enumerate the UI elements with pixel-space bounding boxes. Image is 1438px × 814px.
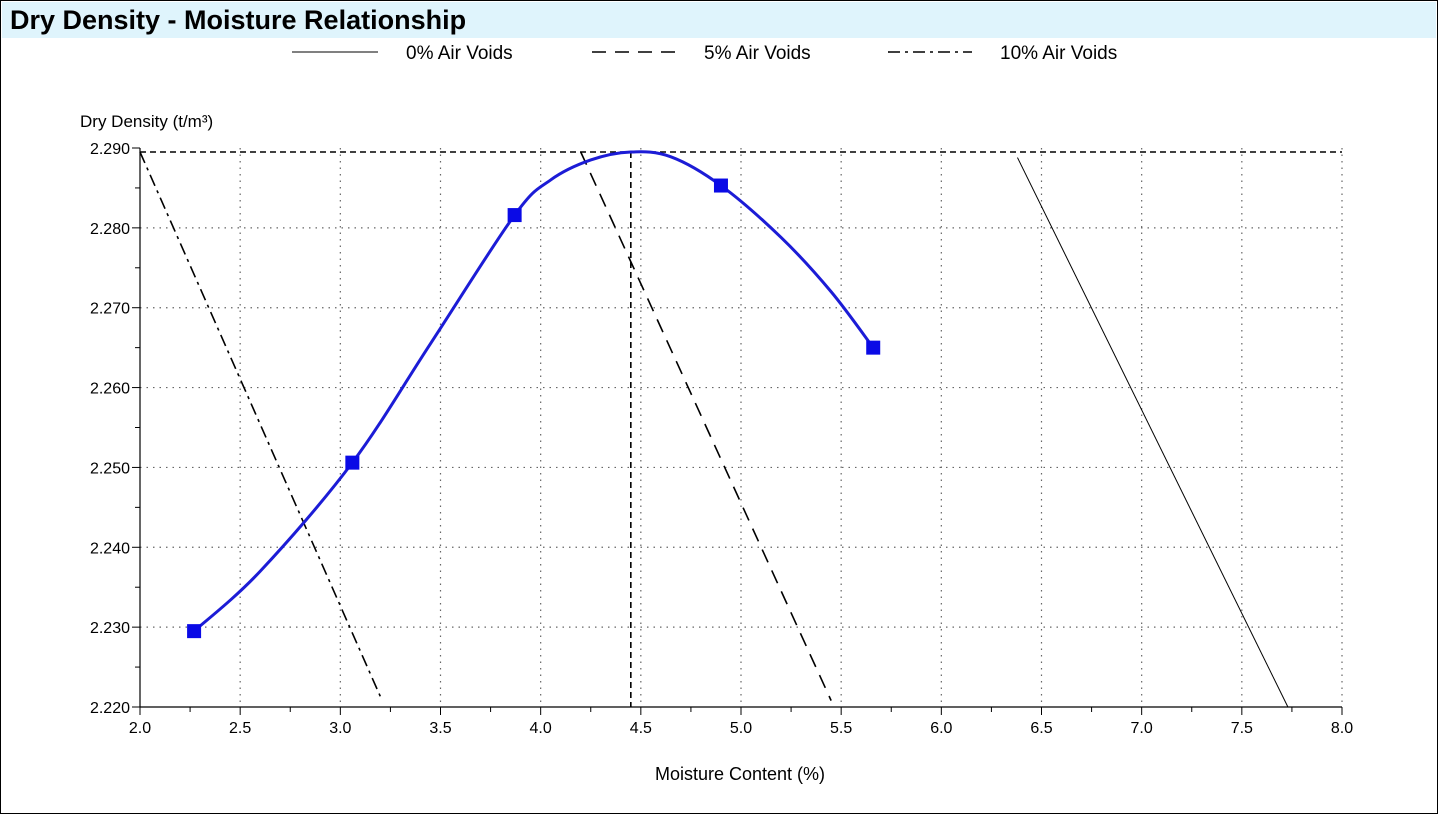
grid-layer (140, 148, 1343, 707)
x-tick-label: 2.5 (229, 720, 251, 737)
x-tick-label: 8.0 (1331, 720, 1353, 737)
x-tick-label: 6.0 (930, 720, 952, 737)
y-tick-label: 2.240 (90, 540, 130, 557)
y-axis-label: Dry Density (t/m³) (80, 112, 213, 131)
test-point (713, 178, 728, 193)
x-tick-label: 7.0 (1131, 720, 1153, 737)
x-tick-label: 4.5 (630, 720, 652, 737)
chart-title: Dry Density - Moisture Relationship (10, 5, 467, 35)
x-tick-label: 5.5 (830, 720, 852, 737)
x-tick-label: 5.0 (730, 720, 752, 737)
test-point (507, 208, 522, 223)
x-axis-label: Moisture Content (%) (655, 764, 825, 784)
air-void-line (1017, 157, 1289, 708)
air-void-line (580, 151, 832, 701)
legend: 0% Air Voids 5% Air Voids 10% Air Voids (292, 43, 1117, 64)
axes-layer: 2.0 2.5 3.0 3.5 4.0 4.5 5.0 5.5 6.0 6.5 7.0 7.5 8.0 2… (90, 141, 1353, 737)
compaction-curve (193, 150, 875, 633)
y-tick-label: 2.230 (90, 620, 130, 637)
title-bar: Dry Density - Moisture Relationship (2, 2, 1436, 38)
y-tick-label: 2.260 (90, 381, 130, 398)
x-tick-label: 7.5 (1231, 720, 1253, 737)
y-tick-label: 2.280 (90, 221, 130, 238)
x-tick-label: 2.0 (129, 720, 151, 737)
test-point (345, 455, 360, 470)
y-tick-label: 2.250 (90, 460, 130, 477)
y-tick-label: 2.290 (90, 141, 130, 158)
legend-label: 10% Air Voids (1000, 43, 1117, 64)
air-void-lines-layer (139, 151, 1289, 708)
x-tick-label: 6.5 (1030, 720, 1052, 737)
y-tick-label: 2.270 (90, 301, 130, 318)
optimum-layer (140, 151, 1342, 707)
air-void-line (139, 151, 382, 697)
curve-layer (193, 150, 875, 633)
legend-label: 0% Air Voids (406, 43, 513, 64)
x-tick-label: 3.0 (329, 720, 351, 737)
test-point (866, 340, 881, 355)
x-tick-label: 3.5 (429, 720, 451, 737)
points-layer (187, 178, 881, 639)
test-point (187, 624, 202, 639)
x-tick-label: 4.0 (530, 720, 552, 737)
legend-label: 5% Air Voids (704, 43, 811, 64)
y-tick-label: 2.220 (90, 700, 130, 717)
